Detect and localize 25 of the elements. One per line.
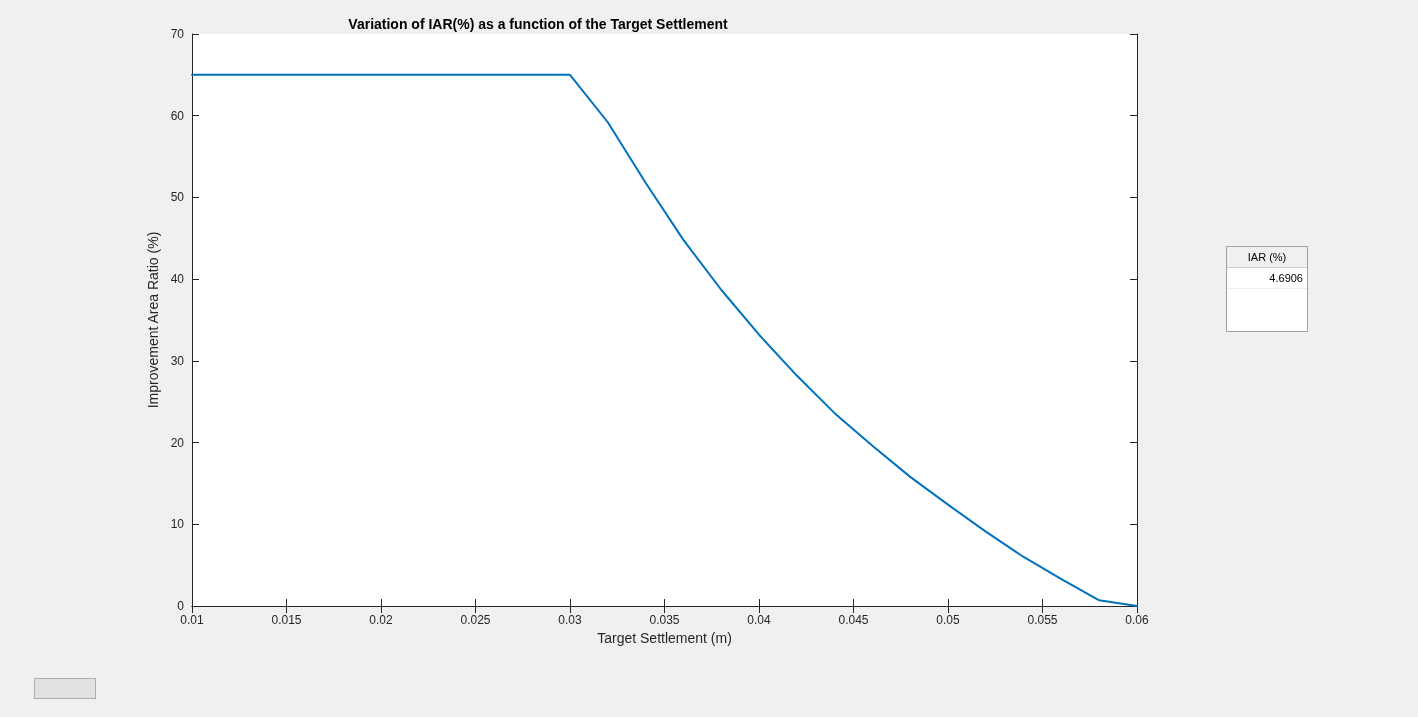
x-tick-label: 0.05 [936, 613, 960, 627]
y-tick-label: 70 [170, 27, 185, 41]
text: 4.6906 [1227, 268, 1307, 289]
x-tick-label: 0.01 [180, 613, 204, 627]
x-tick-label: 0.025 [460, 613, 491, 627]
text: IAR (%) [1227, 247, 1307, 268]
y-tick-label: 50 [170, 190, 185, 205]
y-tick-label: 10 [170, 517, 185, 532]
x-tick-label: 0.02 [369, 613, 393, 627]
y-tick-label: 30 [170, 353, 185, 368]
x-tick-label: 0.055 [1027, 613, 1058, 627]
x-tick-label: 0.04 [747, 613, 771, 627]
x-tick-label: 0.06 [1125, 613, 1149, 627]
x-tick-label: 0.045 [838, 613, 869, 627]
x-tick-label: 0.015 [271, 613, 302, 627]
y-tick-label: 60 [170, 108, 185, 123]
y-tick-label: 20 [170, 435, 185, 450]
x-axis-title: Target Settlement (m) [597, 629, 732, 646]
y-tick-label: 40 [170, 272, 185, 287]
y-axis-title: Improvement Area Ratio (%) [144, 231, 161, 409]
y-tick-label: 0 [177, 599, 185, 613]
x-tick-label: 0.035 [649, 613, 680, 627]
chart-title: Variation of IAR(%) as a function of the Target Settlement [348, 16, 728, 32]
x-tick-label: 0.03 [558, 613, 582, 627]
line-series [191, 73, 1138, 607]
